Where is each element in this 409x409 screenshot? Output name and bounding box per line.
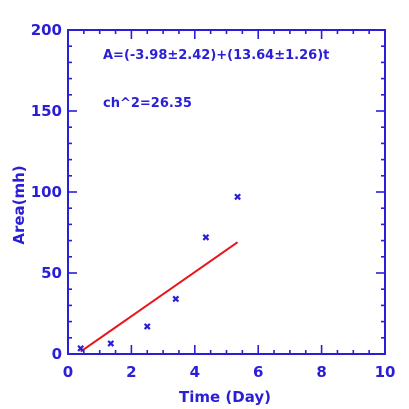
x-tick-label: 2 (126, 363, 136, 381)
data-point (107, 340, 115, 347)
fit-line-group (80, 241, 239, 353)
data-point-stroke (234, 193, 241, 201)
y-tick-label: 100 (31, 183, 62, 201)
y-axis-title: Area(mh) (10, 165, 28, 244)
y-tick-label: 0 (52, 345, 62, 363)
data-point (172, 295, 180, 303)
plot-frame (67, 29, 386, 355)
y-tick-label: 150 (31, 102, 62, 120)
data-point-stroke (107, 340, 115, 347)
x-tick-label: 4 (190, 363, 200, 381)
data-point-stroke (202, 233, 210, 241)
axis-ticks (67, 29, 386, 355)
x-axis-title: Time (Day) (179, 388, 271, 406)
x-tick-label: 0 (63, 363, 73, 381)
x-tick-label: 6 (253, 363, 263, 381)
fit-equation-annotation: A=(-3.98±2.42)+(13.64±1.26)t (103, 48, 329, 63)
data-point (202, 233, 210, 241)
chi-square-annotation: ch^2=26.35 (103, 96, 192, 111)
data-point-stroke (143, 323, 151, 330)
y-tick-labels: 0 50 100 150 200 (31, 21, 62, 363)
x-tick-label: 10 (375, 363, 396, 381)
x-tick-label: 8 (316, 363, 326, 381)
data-point-stroke (172, 295, 180, 303)
fit-line (80, 241, 239, 353)
x-tick-labels: 0 2 4 6 8 10 (63, 363, 396, 381)
data-point (143, 323, 151, 330)
y-tick-label: 50 (41, 264, 62, 282)
y-tick-label: 200 (31, 21, 62, 39)
data-point (77, 344, 85, 352)
data-points (77, 193, 241, 352)
data-point-stroke (77, 344, 85, 352)
plot-border (67, 29, 386, 355)
data-point (234, 193, 241, 201)
